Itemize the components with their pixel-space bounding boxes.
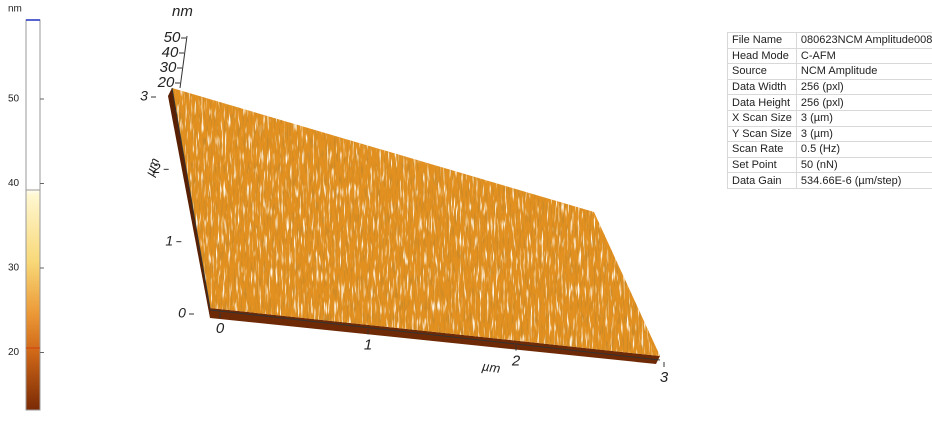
info-value: 256 (pxl): [796, 79, 932, 95]
info-value: 50 (nN): [796, 157, 932, 173]
tick-label: 0: [216, 320, 225, 337]
info-key: Source: [728, 64, 797, 80]
info-value: 0.5 (Hz): [796, 142, 932, 158]
z-axis: [180, 36, 187, 88]
z-axis-label: nm: [172, 3, 193, 20]
colorbar: [26, 20, 40, 410]
info-key: Head Mode: [728, 48, 797, 64]
surface: [160, 70, 680, 370]
info-value: C-AFM: [796, 48, 932, 64]
info-value: 3 (µm): [796, 110, 932, 126]
tick-label: 3: [140, 88, 148, 104]
tick-label: 3: [660, 369, 669, 386]
tick-label: 0: [178, 305, 186, 321]
info-key: Data Width: [728, 79, 797, 95]
page: nm nm µm µm 504030205040302001230123 Fil…: [0, 0, 932, 421]
tick-label: 1: [364, 336, 372, 353]
info-value: 534.66E-6 (µm/step): [796, 173, 932, 189]
tick-label: 2: [152, 160, 161, 176]
info-value: NCM Amplitude: [796, 64, 932, 80]
colorbar-tick-label: 30: [8, 263, 20, 274]
info-key: Data Height: [728, 95, 797, 111]
x-axis-label: µm: [481, 359, 501, 376]
tick-label: 1: [165, 232, 173, 248]
tick-label: 2: [511, 353, 521, 370]
info-key: Scan Rate: [728, 142, 797, 158]
info-value: 080623NCM Amplitude008: [796, 33, 932, 49]
info-value: 3 (µm): [796, 126, 932, 142]
tick-label: 20: [157, 74, 175, 91]
info-value: 256 (pxl): [796, 95, 932, 111]
info-key: X Scan Size: [728, 110, 797, 126]
colorbar-unit: nm: [8, 4, 22, 15]
info-key: Data Gain: [728, 173, 797, 189]
colorbar-tick-label: 50: [8, 94, 20, 105]
info-key: Y Scan Size: [728, 126, 797, 142]
info-key: File Name: [728, 33, 797, 49]
colorbar-tick-label: 20: [8, 347, 20, 358]
colorbar-tick-label: 40: [8, 178, 20, 189]
info-key: Set Point: [728, 157, 797, 173]
